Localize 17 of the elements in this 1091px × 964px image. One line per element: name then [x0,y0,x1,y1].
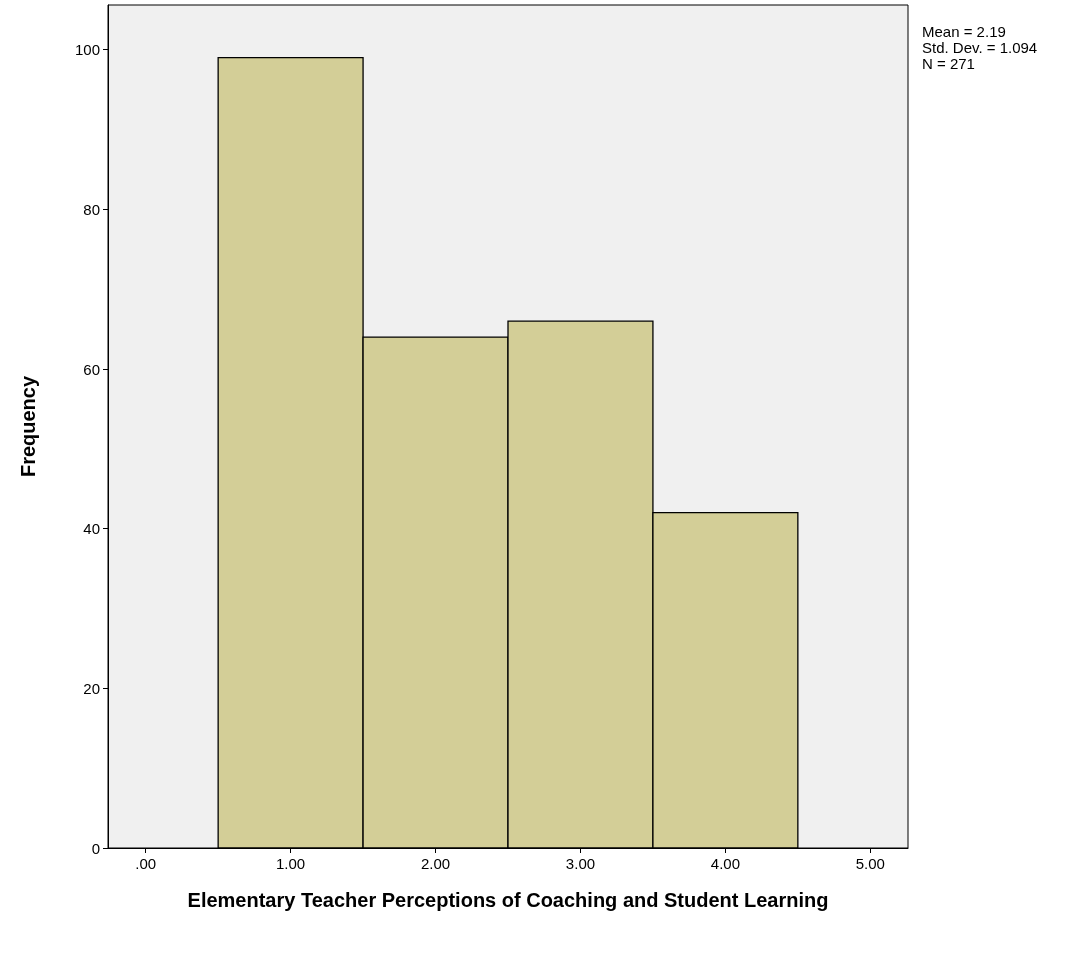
x-tick-label: 3.00 [565,855,596,872]
x-axis-title: Elementary Teacher Perceptions of Coaching and Student Learning [187,889,829,911]
text: Mean = 2.19 [922,23,1006,40]
text: N = 271 [922,55,975,72]
x-tick-label: 1.00 [276,855,306,872]
x-tick-label: .00 [135,855,157,872]
y-tick-label: 0 [91,839,100,857]
y-axis-title: Frequency [17,375,39,478]
y-tick-label: 80 [83,200,100,218]
y-tick-label: 20 [83,679,100,697]
y-tick-label: 60 [83,360,100,378]
y-tick-label: 100 [74,41,100,59]
y-tick-label: 40 [83,520,100,538]
x-tick-label: 4.00 [710,855,740,872]
text: Std. Dev. = 1.094 [922,39,1038,56]
x-tick-label: 5.00 [855,855,885,872]
x-tick-label: 2.00 [420,855,451,872]
